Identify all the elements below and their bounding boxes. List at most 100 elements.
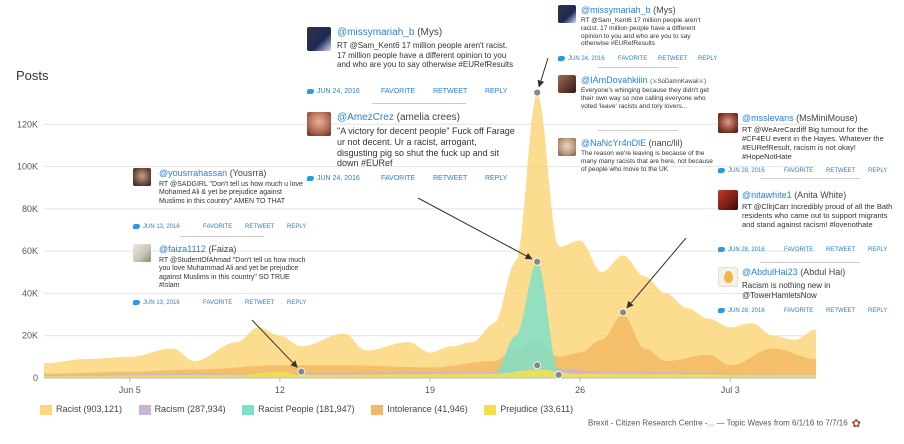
gridlines: [44, 123, 816, 379]
tweet-text: RT @StudentOfAhmad "Don't tell us how mu…: [159, 257, 306, 290]
tweet-author: (MsMiniMouse): [796, 113, 858, 123]
retweet-button[interactable]: RETWEET: [245, 300, 275, 307]
favorite-button[interactable]: FAVORITE: [784, 168, 814, 175]
tweet-text: "A victory for decent people" Fuck off F…: [337, 126, 515, 169]
tweet-date: JUN 24, 2016: [568, 56, 605, 63]
divider: [760, 262, 860, 263]
y-axis: 0 20K 40K 60K 80K 100K 120K: [17, 119, 38, 383]
x-tick-label: Jul 3: [721, 385, 740, 395]
tweet-handle[interactable]: @nitawhite1: [742, 190, 792, 200]
tweet-text: RT @WeAreCardiff Big turnout for the #CF…: [742, 125, 884, 161]
legend-label: Racism (287,934): [154, 404, 226, 414]
twitter-bird-icon: [718, 168, 725, 173]
retweet-button[interactable]: RETWEET: [433, 88, 468, 95]
annotation-arrow: [251, 319, 298, 368]
reply-button[interactable]: REPLY: [868, 247, 888, 254]
tweet-handle[interactable]: @IAmDovahkiiin: [581, 75, 648, 85]
tweet-author: (nanc/lil): [648, 138, 683, 148]
legend-label: Intolerance (41,946): [387, 404, 468, 414]
x-tick-label: 19: [425, 385, 435, 395]
retweet-button[interactable]: RETWEET: [433, 175, 468, 182]
tweet-text: RT @Sam_Kent6 17 million people aren't r…: [337, 41, 514, 70]
tweet-text: The reason we're leaving is because of t…: [581, 150, 713, 173]
tweet-handle[interactable]: @missymariah_b: [337, 27, 415, 38]
reply-button[interactable]: REPLY: [868, 308, 888, 315]
tweet-date: JUN 13, 2016: [143, 300, 180, 307]
reply-button[interactable]: REPLY: [287, 224, 307, 231]
legend-item[interactable]: Racism (287,934): [138, 404, 226, 415]
y-tick-label: 20K: [22, 331, 38, 341]
favorite-button[interactable]: FAVORITE: [618, 56, 648, 63]
tweet-text: RT @Sam_Kent6 17 million people aren't r…: [581, 17, 701, 48]
favorite-button[interactable]: FAVORITE: [203, 224, 233, 231]
y-tick-label: 60K: [22, 246, 38, 256]
chart-legend: Racist (903,121) Racism (287,934) Racist…: [40, 404, 587, 415]
divider: [372, 103, 466, 104]
divider: [598, 67, 678, 68]
tweet-handle[interactable]: @msslevans: [742, 113, 794, 123]
legend-label: Prejudice (33,611): [500, 404, 574, 414]
annotation-marker: [533, 257, 542, 266]
retweet-button[interactable]: RETWEET: [826, 168, 856, 175]
tweet-card: @NaNcYr4nDlE (nanc/lil) The reason we're…: [558, 138, 718, 178]
twitter-bird-icon: [133, 224, 140, 229]
tweet-card: @nitawhite1 (Anita White) RT @CllrjCarr …: [718, 190, 898, 258]
tweet-card: @AbdulHai23 (Abdul Hai) Racism is nothin…: [718, 267, 898, 319]
y-tick-label: 80K: [22, 204, 38, 214]
x-axis: Jun 5 12 19 26 Jul 3: [119, 378, 740, 395]
annotation-marker: [619, 308, 627, 317]
avatar: [718, 267, 738, 287]
tweet-text: RT @CllrjCarr Incredibly proud of all th…: [742, 202, 893, 229]
legend-swatch: [371, 404, 384, 415]
tweet-author: (Mys): [417, 27, 443, 38]
legend-item[interactable]: Prejudice (33,611): [484, 404, 573, 415]
retweet-button[interactable]: RETWEET: [658, 56, 688, 63]
area-series-prejudice: [44, 369, 816, 378]
tweet-text: Everyone's whinging because they didn't …: [581, 87, 709, 110]
legend-swatch: [138, 404, 151, 415]
tweet-handle[interactable]: @faiza1112: [159, 244, 206, 254]
favorite-button[interactable]: FAVORITE: [784, 247, 814, 254]
reply-button[interactable]: REPLY: [485, 175, 508, 182]
favorite-button[interactable]: FAVORITE: [381, 88, 416, 95]
annotation-marker: [533, 88, 542, 97]
y-tick-label: 100K: [17, 162, 38, 172]
legend-item[interactable]: Racist People (181,947): [242, 404, 355, 415]
twitter-bird-icon: [307, 175, 314, 181]
y-axis-label: Posts: [16, 68, 49, 83]
area-series-racist: [44, 94, 816, 378]
tweet-handle[interactable]: @yousrrahassan: [159, 168, 228, 178]
tweet-handle[interactable]: @AbdulHai23: [742, 267, 798, 277]
twitter-bird-icon: [718, 308, 725, 313]
tweet-handle[interactable]: @missymariah_b: [581, 5, 651, 15]
y-tick-label: 120K: [17, 119, 38, 129]
retweet-button[interactable]: RETWEET: [826, 308, 856, 315]
tweet-handle[interactable]: @AmezCrez: [337, 112, 394, 123]
avatar: [718, 190, 738, 210]
legend-item[interactable]: Racist (903,121): [40, 404, 122, 415]
reply-button[interactable]: REPLY: [287, 300, 307, 307]
tweet-card: @AmezCrez (amelia crees) "A victory for …: [307, 112, 517, 187]
tweet-author: (Mys): [653, 5, 676, 15]
tweet-author: (Yousrra): [229, 168, 267, 178]
legend-label: Racist People (181,947): [258, 404, 355, 414]
retweet-button[interactable]: RETWEET: [826, 247, 856, 254]
legend-swatch: [40, 404, 52, 415]
reply-button[interactable]: REPLY: [485, 88, 508, 95]
tweet-author: (amelia crees): [396, 112, 460, 123]
reply-button[interactable]: REPLY: [868, 168, 888, 175]
legend-item[interactable]: Intolerance (41,946): [371, 404, 468, 415]
favorite-button[interactable]: FAVORITE: [784, 308, 814, 315]
tweet-handle[interactable]: @NaNcYr4nDlE: [581, 138, 647, 148]
y-tick-label: 0: [33, 373, 38, 383]
annotation-marker: [554, 370, 563, 379]
tweet-card: @faiza1112 (Faiza) RT @StudentOfAhmad "D…: [133, 244, 313, 312]
tweet-card: @missymariah_b (Mys) RT @Sam_Kent6 17 mi…: [307, 27, 517, 102]
tweet-author: (⚔SoDamnKawaii⚔): [650, 79, 706, 85]
y-tick-label: 40K: [22, 288, 38, 298]
favorite-button[interactable]: FAVORITE: [381, 175, 416, 182]
twitter-bird-icon: [307, 88, 314, 94]
retweet-button[interactable]: RETWEET: [245, 224, 275, 231]
reply-button[interactable]: REPLY: [698, 56, 718, 63]
favorite-button[interactable]: FAVORITE: [203, 300, 233, 307]
